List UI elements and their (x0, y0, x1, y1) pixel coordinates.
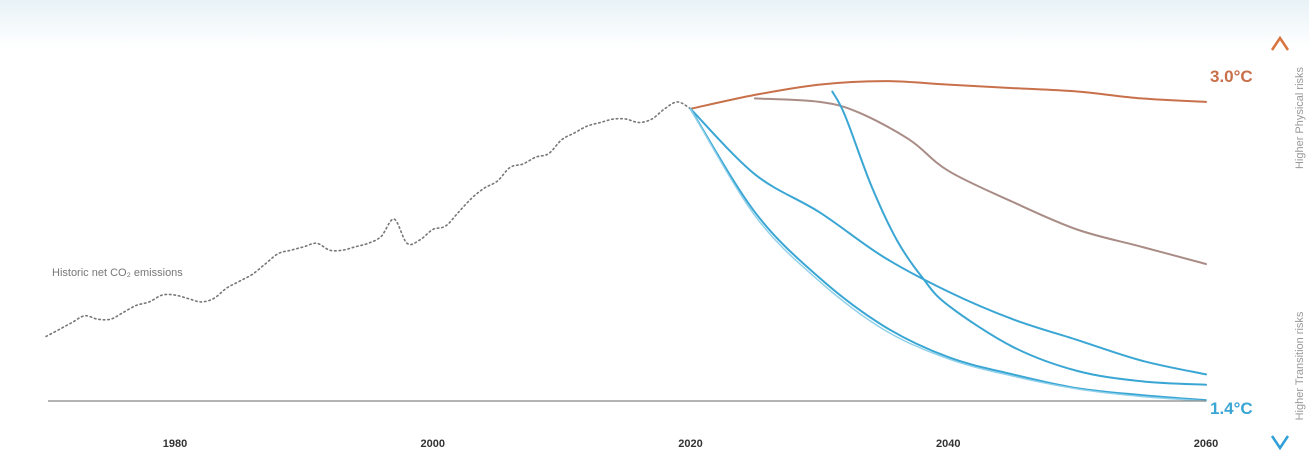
scenario-line-1 (689, 80, 1207, 110)
scenario-series (689, 80, 1207, 402)
header-fade (0, 0, 1309, 48)
x-tick-label-1980: 1980 (163, 438, 187, 450)
x-axis-ticks: 1980 2000 2020 2040 2060 (163, 438, 1218, 450)
arrow-down-icon (1270, 435, 1290, 451)
scenario-line-6 (689, 108, 1207, 402)
x-tick-label-2060: 2060 (1194, 438, 1218, 450)
scenario-line-4 (689, 107, 1207, 376)
x-tick-label-2000: 2000 (421, 438, 445, 450)
scenario-line-5 (689, 107, 1207, 402)
scenario-line-3 (831, 90, 1207, 386)
lower-end-label: 1.4°C (1210, 399, 1253, 418)
historic-label: Historic net CO₂ emissions (52, 267, 183, 279)
x-tick-label-2020: 2020 (678, 438, 702, 450)
upper-end-label: 3.0°C (1210, 67, 1253, 86)
x-tick-label-2040: 2040 (936, 438, 960, 450)
scenario-line-2 (753, 97, 1207, 265)
arrow-up-icon (1270, 35, 1290, 51)
axis-bottom-label: Higher Transition risks (1294, 311, 1306, 420)
axis-top-label: Higher Physical risks (1294, 66, 1306, 169)
historic-emissions-line (45, 101, 692, 338)
historic-series (45, 101, 692, 338)
